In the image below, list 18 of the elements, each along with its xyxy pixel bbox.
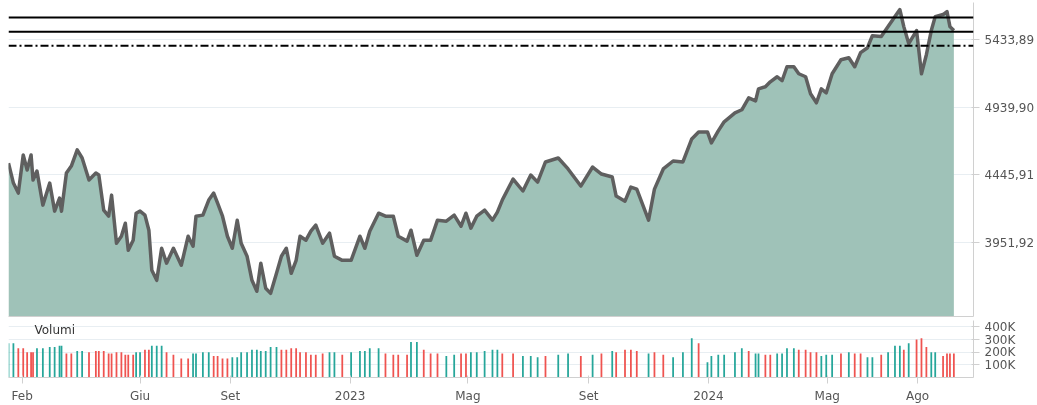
y-tick-label: 4939,90 — [984, 100, 1035, 115]
y-tick-label: 3951,92 — [984, 236, 1035, 251]
x-tick-label: Set — [220, 388, 241, 403]
y-tick-label: 300K — [984, 332, 1017, 347]
y-tick-label: 400K — [984, 319, 1017, 334]
x-tick-label: 2023 — [334, 388, 366, 403]
chart-title: Volumi — [34, 322, 76, 337]
y-tick-label: 200K — [984, 345, 1017, 360]
x-tick-label: Giu — [129, 388, 151, 403]
x-tick-label: Mag — [814, 388, 840, 403]
y-tick-label: 100K — [984, 357, 1017, 372]
x-tick-label: Set — [578, 388, 599, 403]
x-tick-label: Ago — [905, 388, 930, 403]
x-tick-label: Feb — [11, 388, 33, 403]
y-tick-label: 4445,91 — [984, 168, 1035, 183]
x-tick-label: 2024 — [693, 388, 724, 403]
y-tick-label: 5433,89 — [984, 33, 1035, 48]
x-tick-label: Mag — [455, 388, 481, 403]
